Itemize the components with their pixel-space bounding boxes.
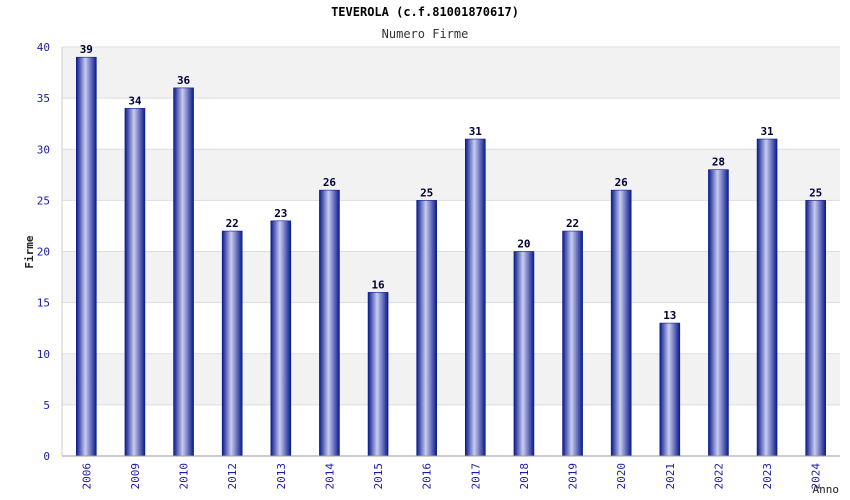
y-tick-label: 5 (43, 399, 50, 412)
chart-subtitle: Numero Firme (382, 27, 469, 41)
x-tick-label: 2020 (615, 463, 628, 490)
bar (221, 230, 243, 457)
bar (416, 200, 437, 457)
data-label: 16 (371, 278, 385, 291)
x-tick-label: 2021 (664, 463, 677, 490)
bar (708, 169, 729, 457)
x-tick-label: 2009 (129, 463, 142, 490)
bar (756, 138, 778, 457)
x-tick-label: 2019 (567, 463, 580, 490)
data-label: 22 (566, 217, 579, 230)
data-label: 26 (323, 176, 337, 189)
bar (465, 138, 486, 457)
x-tick-label: 2010 (178, 463, 191, 490)
bars (76, 56, 826, 457)
data-label: 39 (80, 43, 93, 56)
data-label: 20 (517, 238, 530, 251)
x-tick-labels: 2006 2009 2010 2012 2013 2014 2015 2016 2017 2018… (80, 463, 822, 490)
data-label: 13 (663, 309, 676, 322)
bar (124, 108, 146, 457)
x-tick-label: 2013 (275, 463, 288, 490)
data-label: 26 (615, 176, 629, 189)
bar (367, 292, 389, 457)
bar (513, 251, 535, 457)
y-axis-label: Firme (23, 235, 36, 268)
x-tick-label: 2022 (712, 463, 725, 490)
y-tick-labels: 0 5 10 15 20 25 30 35 40 (37, 41, 50, 463)
x-tick-label: 2017 (469, 463, 482, 490)
data-label: 36 (177, 74, 191, 87)
x-tick-label: 2014 (323, 463, 336, 490)
x-tick-label: 2006 (80, 463, 93, 490)
x-tick-label: 2023 (761, 463, 774, 490)
data-label: 25 (809, 186, 822, 199)
data-label: 22 (226, 217, 239, 230)
bar (805, 200, 826, 457)
y-tick-label: 15 (37, 297, 50, 310)
y-tick-label: 25 (37, 194, 50, 207)
x-tick-label: 2015 (372, 463, 385, 490)
bar (173, 87, 194, 457)
y-tick-label: 30 (37, 143, 50, 156)
data-label: 34 (128, 94, 142, 107)
x-tick-label: 2012 (226, 463, 239, 490)
data-label: 25 (420, 186, 433, 199)
x-tick-label: 2018 (518, 463, 531, 490)
y-tick-label: 35 (37, 92, 50, 105)
y-tick-label: 10 (37, 348, 50, 361)
x-tick-label: 2016 (421, 463, 434, 490)
y-tick-label: 20 (37, 246, 50, 259)
y-tick-label: 0 (43, 450, 50, 463)
chart-title: TEVEROLA (c.f.81001870617) (331, 5, 519, 19)
x-tick-label: 2024 (810, 463, 823, 490)
bar (319, 189, 340, 457)
data-label: 28 (712, 156, 725, 169)
data-labels: 39 34 36 22 23 26 16 25 31 20 22 26 13 28 31 25 (80, 43, 823, 322)
y-tick-label: 40 (37, 41, 50, 54)
data-label: 23 (274, 207, 287, 220)
bar (76, 56, 97, 457)
bar (659, 322, 681, 457)
data-label: 31 (469, 125, 483, 138)
x-axis-label: Anno (813, 483, 840, 496)
bar (270, 220, 292, 457)
bar (610, 189, 632, 457)
data-label: 31 (760, 125, 774, 138)
bar (562, 230, 583, 457)
